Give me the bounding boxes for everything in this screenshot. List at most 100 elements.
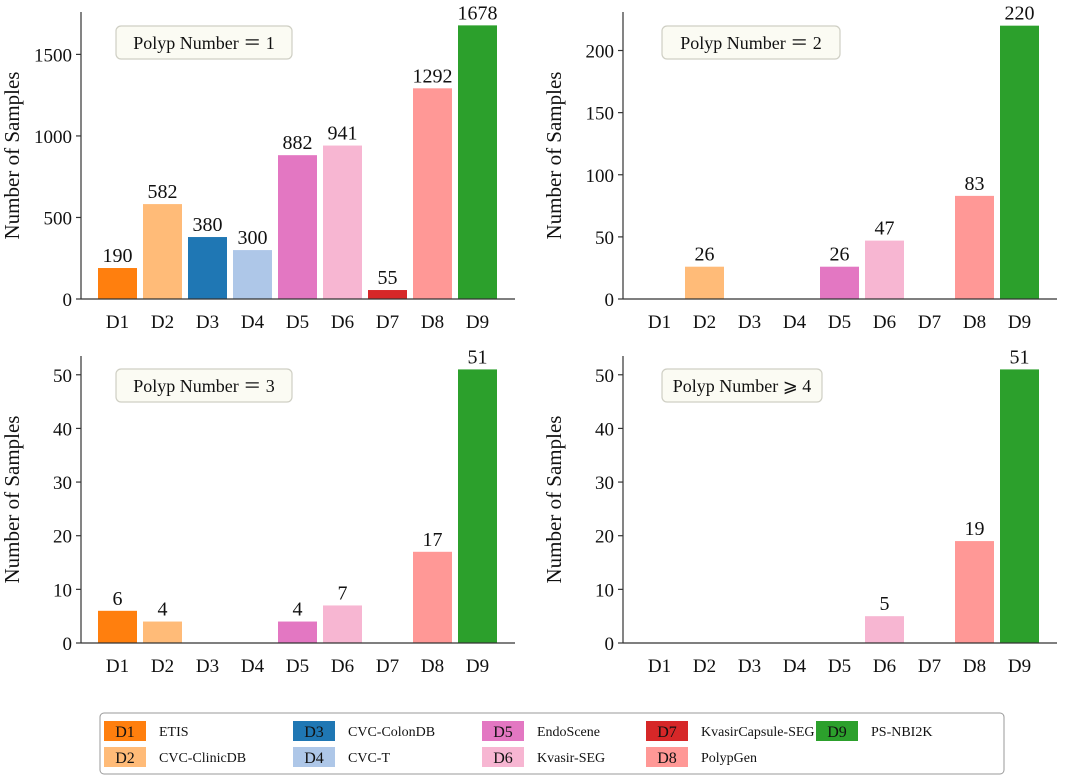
x-tick-label: D9 <box>466 656 489 677</box>
x-tick-label: D1 <box>106 312 129 333</box>
x-tick-label: D1 <box>648 656 671 677</box>
x-tick-label: D9 <box>466 312 489 333</box>
bar-d8 <box>955 541 994 643</box>
chart-panel-2: D1 26 D2 D3 D4 26 D5 47 D6 D7 83 D8 220 D9 0 50 100 150 20… <box>542 3 1057 333</box>
x-tick-label: D5 <box>286 656 309 677</box>
legend-swatch <box>293 747 335 767</box>
bar-d9 <box>1000 25 1039 300</box>
legend: D1 ETIS D2 CVC-ClinicDB D3 CVC-ColonDB D4 CVC-T… <box>99 712 1005 775</box>
data-label-d9: 220 <box>1005 3 1035 25</box>
legend-label: PS-NBI2K <box>871 725 932 740</box>
bar-d4 <box>233 250 272 299</box>
bar-d2 <box>143 621 182 643</box>
legend-swatch <box>104 721 146 741</box>
bar-d9 <box>1000 369 1039 643</box>
legend-key: D3 <box>304 724 324 741</box>
x-tick-label: D6 <box>873 312 896 333</box>
data-label-d5: 26 <box>830 244 850 266</box>
bar-d9 <box>458 25 497 300</box>
bar-d7 <box>368 290 407 299</box>
y-tick-label: 40 <box>595 419 614 440</box>
x-tick-label: D8 <box>421 656 444 677</box>
legend-entry-d2: D2 CVC-ClinicDB <box>104 747 246 767</box>
chart-panel-3: 6 D1 4 D2 D3 D4 4 D5 7 D6 D7 17 D8 51 D9 0 10 20 30 40 50 Num… <box>0 346 515 677</box>
y-tick-label: 200 <box>586 42 615 63</box>
legend-label: CVC-T <box>348 751 390 766</box>
x-tick-label: D7 <box>376 656 399 677</box>
bar-d6 <box>865 616 904 643</box>
data-label-d5: 4 <box>293 599 303 621</box>
x-tick-label: D9 <box>1008 312 1031 333</box>
data-label-d3: 380 <box>193 214 223 236</box>
legend-label: PolypGen <box>701 751 757 766</box>
legend-key: D5 <box>493 724 513 741</box>
legend-key: D4 <box>304 750 324 767</box>
bar-d8 <box>955 195 994 299</box>
y-tick-label: 500 <box>44 208 73 229</box>
legend-entry-d6: D6 Kvasir-SEG <box>482 747 605 767</box>
x-tick-label: D2 <box>151 656 174 677</box>
x-tick-label: D7 <box>918 656 941 677</box>
y-tick-label: 20 <box>595 527 614 548</box>
legend-entry-d3: D3 CVC-ColonDB <box>293 721 435 741</box>
y-tick-label: 150 <box>586 104 615 125</box>
y-tick-label: 30 <box>53 473 72 494</box>
annotation-box <box>661 368 823 403</box>
x-tick-label: D4 <box>783 656 807 677</box>
legend-label: CVC-ColonDB <box>348 725 435 740</box>
bar-d8 <box>413 88 452 299</box>
annotation-text: Polyp Number ＝ 1 <box>133 33 275 53</box>
y-tick-label: 50 <box>595 228 614 249</box>
x-tick-label: D8 <box>421 312 444 333</box>
x-tick-label: D3 <box>196 312 219 333</box>
y-tick-label: 50 <box>595 366 614 387</box>
x-tick-label: D5 <box>828 656 851 677</box>
x-tick-label: D3 <box>738 656 761 677</box>
data-label-d9: 1678 <box>458 2 498 24</box>
x-tick-label: D2 <box>693 656 716 677</box>
legend-label: ETIS <box>159 725 189 740</box>
legend-entry-d5: D5 EndoScene <box>482 721 600 741</box>
x-tick-label: D2 <box>693 312 716 333</box>
x-tick-label: D7 <box>376 312 399 333</box>
x-tick-label: D8 <box>963 656 986 677</box>
bar-d6 <box>323 145 362 299</box>
legend-entry-d8: D8 PolypGen <box>646 747 757 767</box>
data-label-d8: 19 <box>965 518 985 540</box>
x-tick-label: D4 <box>783 312 807 333</box>
y-axis-label: Number of Samples <box>0 416 24 584</box>
legend-label: CVC-ClinicDB <box>159 751 246 766</box>
legend-entry-d9: D9 PS-NBI2K <box>816 721 932 741</box>
bar-d6 <box>865 240 904 299</box>
y-tick-label: 10 <box>53 580 72 601</box>
x-tick-label: D2 <box>151 312 174 333</box>
bar-d5 <box>820 266 859 299</box>
x-tick-label: D3 <box>738 312 761 333</box>
legend-key: D9 <box>827 724 847 741</box>
legend-swatch <box>646 747 688 767</box>
y-tick-label: 0 <box>63 290 73 311</box>
x-tick-label: D5 <box>286 312 309 333</box>
annotation-text: Polyp Number ⩾ 4 <box>673 376 812 396</box>
legend-swatch <box>293 721 335 741</box>
bar-d3 <box>188 237 227 299</box>
legend-swatch <box>816 721 858 741</box>
y-axis-label: Number of Samples <box>0 72 24 240</box>
bar-d9 <box>458 369 497 643</box>
bar-d2 <box>685 266 724 299</box>
bar-d5 <box>278 621 317 643</box>
legend-entry-d4: D4 CVC-T <box>293 747 390 767</box>
y-tick-label: 1000 <box>34 127 72 148</box>
x-tick-label: D6 <box>331 656 354 677</box>
legend-key: D1 <box>115 724 135 741</box>
y-tick-label: 40 <box>53 419 72 440</box>
legend-swatch <box>646 721 688 741</box>
legend-label: Kvasir-SEG <box>537 751 605 766</box>
y-tick-label: 100 <box>586 166 615 187</box>
y-axis-label: Number of Samples <box>542 416 566 584</box>
legend-swatch <box>104 747 146 767</box>
data-label-d8: 17 <box>423 529 443 551</box>
legend-entry-d1: D1 ETIS <box>104 721 189 741</box>
data-label-d4: 300 <box>238 227 268 249</box>
